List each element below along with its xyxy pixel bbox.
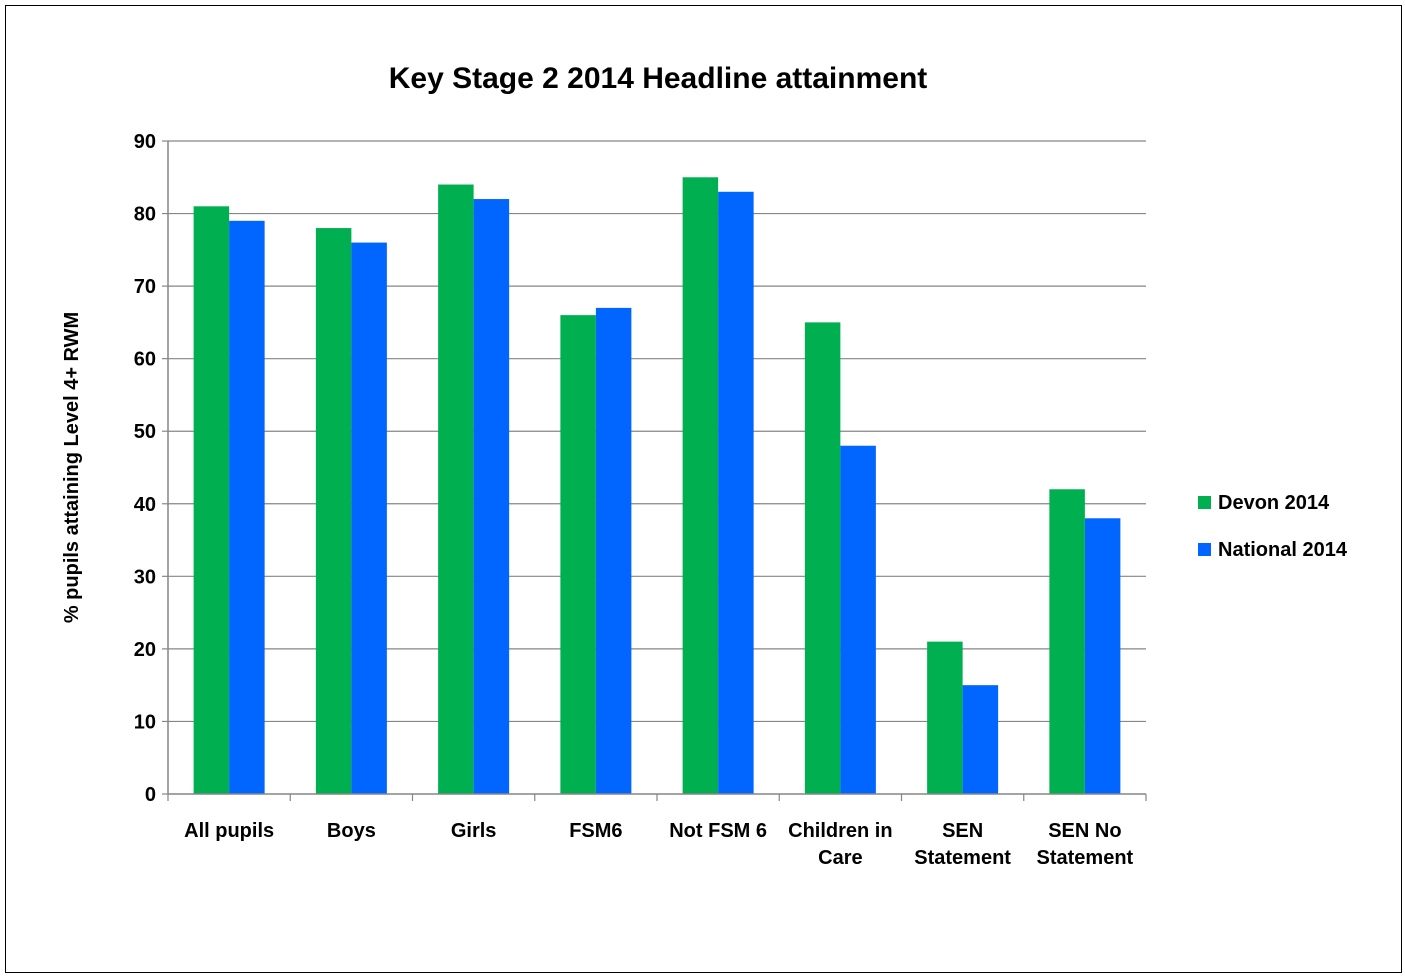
bar	[438, 184, 474, 795]
bar	[718, 191, 754, 795]
x-tick-label: Care	[818, 847, 862, 869]
labels: 0 10 20 30 40 50 60 70 80 90 All pupils Boys Girls FS…	[61, 131, 1134, 869]
y-tick-label: 40	[134, 494, 156, 516]
x-tick-label: All pupils	[184, 820, 274, 842]
legend-label: Devon 2014	[1218, 492, 1330, 514]
y-tick-label: 80	[134, 204, 156, 226]
x-tick-label: Children in	[788, 820, 892, 842]
x-tick-label: Not FSM 6	[669, 820, 767, 842]
legend-label: National 2014	[1218, 539, 1348, 561]
bar	[315, 228, 352, 795]
x-tick-label: SEN	[942, 820, 983, 842]
chart-title: Key Stage 2 2014 Headline attainment	[388, 62, 928, 95]
x-tick-label: SEN No	[1048, 820, 1121, 842]
bars	[193, 177, 1121, 795]
x-tick-label: FSM6	[569, 820, 622, 842]
y-tick-label: 70	[134, 276, 156, 298]
bar	[351, 242, 387, 795]
legend: Devon 2014 National 2014	[1198, 492, 1348, 561]
bar	[804, 322, 841, 794]
y-tick-label: 30	[134, 566, 156, 588]
bar	[962, 685, 999, 794]
bar	[927, 641, 963, 794]
bar	[560, 315, 596, 794]
y-tick-label: 90	[134, 131, 156, 153]
bar	[1049, 489, 1085, 794]
gridlines	[168, 140, 1146, 723]
y-axis-label: % pupils attaining Level 4+ RWM	[61, 312, 83, 623]
y-tick-label: 0	[145, 784, 156, 806]
bar	[682, 177, 719, 794]
bar	[595, 307, 632, 794]
x-tick-label: Statement	[1037, 847, 1134, 869]
y-tick-label: 20	[134, 639, 156, 661]
bar	[193, 206, 230, 795]
bar	[473, 199, 510, 795]
bar	[229, 220, 265, 795]
axes	[162, 140, 1147, 801]
bar	[1084, 518, 1121, 794]
x-tick-label: Girls	[451, 820, 497, 842]
y-tick-label: 60	[134, 349, 156, 371]
x-tick-label: Boys	[327, 820, 376, 842]
legend-swatch	[1198, 496, 1211, 509]
bar	[840, 445, 876, 794]
legend-swatch	[1198, 543, 1211, 556]
x-tick-label: Statement	[914, 847, 1011, 869]
y-tick-label: 50	[134, 421, 156, 443]
y-tick-label: 10	[134, 711, 156, 733]
